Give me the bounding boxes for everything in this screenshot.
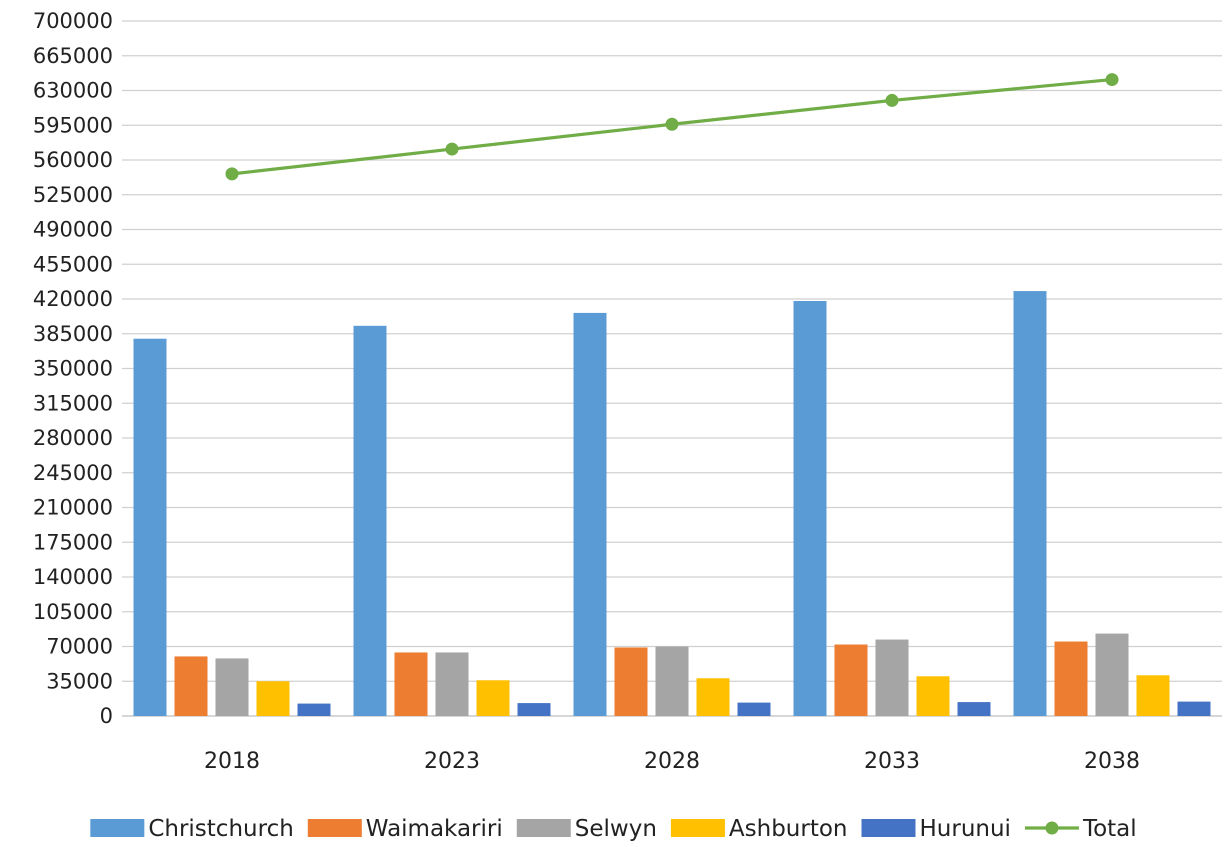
bars bbox=[133, 291, 1211, 716]
y-tick-label: 420000 bbox=[33, 287, 113, 311]
bar-selwyn-2033 bbox=[875, 639, 909, 716]
y-tick-label: 245000 bbox=[33, 461, 113, 485]
y-tick-label: 0 bbox=[100, 704, 113, 728]
bar-ashburton-2033 bbox=[916, 676, 950, 716]
bar-waimakariri-2018 bbox=[174, 656, 208, 716]
y-tick-label: 35000 bbox=[46, 669, 113, 693]
y-tick-label: 280000 bbox=[33, 426, 113, 450]
legend-swatch bbox=[90, 819, 145, 837]
point-total-2038 bbox=[1105, 73, 1119, 87]
bar-christchurch-2018 bbox=[133, 338, 167, 716]
point-total-2033 bbox=[885, 93, 899, 107]
bar-selwyn-2028 bbox=[655, 646, 689, 716]
bar-christchurch-2033 bbox=[793, 300, 827, 716]
bar-hurunui-2018 bbox=[297, 703, 331, 716]
legend-label: Total bbox=[1082, 816, 1137, 842]
legend-label: Christchurch bbox=[148, 816, 293, 842]
y-tick-label: 175000 bbox=[33, 530, 113, 554]
bar-ashburton-2018 bbox=[256, 681, 290, 716]
bar-selwyn-2018 bbox=[215, 658, 249, 716]
point-total-2023 bbox=[445, 142, 459, 156]
bar-ashburton-2023 bbox=[476, 680, 510, 716]
x-tick-label: 2028 bbox=[644, 749, 700, 774]
bar-ashburton-2038 bbox=[1136, 675, 1170, 716]
y-axis-ticks: 0 35000 70000 105000 140000 175000 210000 24500… bbox=[33, 9, 113, 728]
x-tick-label: 2038 bbox=[1084, 749, 1140, 774]
legend-label: Ashburton bbox=[729, 816, 848, 842]
legend-marker bbox=[1045, 821, 1059, 835]
y-tick-label: 315000 bbox=[33, 391, 113, 415]
x-tick-label: 2033 bbox=[864, 749, 920, 774]
point-total-2028 bbox=[665, 117, 679, 131]
bar-christchurch-2028 bbox=[573, 312, 607, 716]
legend-swatch bbox=[307, 819, 362, 837]
total-line bbox=[225, 73, 1119, 181]
legend-label: Hurunui bbox=[920, 816, 1011, 842]
y-tick-label: 70000 bbox=[46, 635, 113, 659]
legend-swatch bbox=[670, 819, 725, 837]
bar-hurunui-2038 bbox=[1177, 701, 1211, 716]
legend-item-hurunui: Hurunui bbox=[861, 816, 1011, 842]
y-tick-label: 455000 bbox=[33, 252, 113, 276]
x-tick-label: 2023 bbox=[424, 749, 480, 774]
y-tick-label: 105000 bbox=[33, 600, 113, 624]
y-tick-label: 350000 bbox=[33, 357, 113, 381]
bar-waimakariri-2028 bbox=[614, 647, 648, 716]
legend-label: Selwyn bbox=[575, 816, 657, 842]
bar-hurunui-2033 bbox=[957, 702, 991, 716]
y-tick-label: 630000 bbox=[33, 79, 113, 103]
legend: Christchurch Waimakariri Selwyn Ashburton Hu… bbox=[90, 816, 1137, 842]
y-tick-label: 525000 bbox=[33, 183, 113, 207]
legend-item-ashburton: Ashburton bbox=[670, 816, 848, 842]
legend-item-christchurch: Christchurch bbox=[90, 816, 294, 842]
y-tick-label: 385000 bbox=[33, 322, 113, 346]
bar-hurunui-2028 bbox=[737, 702, 771, 716]
bar-waimakariri-2023 bbox=[394, 652, 428, 716]
bar-christchurch-2038 bbox=[1013, 291, 1047, 716]
legend-swatch bbox=[861, 819, 916, 837]
y-tick-label: 140000 bbox=[33, 565, 113, 589]
y-tick-label: 700000 bbox=[33, 9, 113, 33]
bar-waimakariri-2038 bbox=[1054, 641, 1088, 716]
legend-item-waimakariri: Waimakariri bbox=[307, 816, 503, 842]
y-tick-label: 595000 bbox=[33, 113, 113, 137]
bar-ashburton-2028 bbox=[696, 678, 730, 716]
legend-label: Waimakariri bbox=[366, 816, 503, 842]
legend-item-selwyn: Selwyn bbox=[516, 816, 657, 842]
y-tick-label: 665000 bbox=[33, 44, 113, 68]
bar-hurunui-2023 bbox=[517, 703, 551, 716]
y-tick-label: 490000 bbox=[33, 218, 113, 242]
y-tick-label: 560000 bbox=[33, 148, 113, 172]
legend-item-total: Total bbox=[1024, 816, 1137, 842]
bar-christchurch-2023 bbox=[353, 325, 387, 716]
legend-swatch bbox=[516, 819, 571, 837]
x-axis-ticks: 2018 2023 2028 2033 2038 bbox=[204, 749, 1140, 774]
bar-waimakariri-2033 bbox=[834, 644, 868, 716]
y-tick-label: 210000 bbox=[33, 496, 113, 520]
bar-selwyn-2038 bbox=[1095, 633, 1129, 716]
point-total-2018 bbox=[225, 167, 239, 181]
bar-selwyn-2023 bbox=[435, 652, 469, 716]
x-tick-label: 2018 bbox=[204, 749, 260, 774]
